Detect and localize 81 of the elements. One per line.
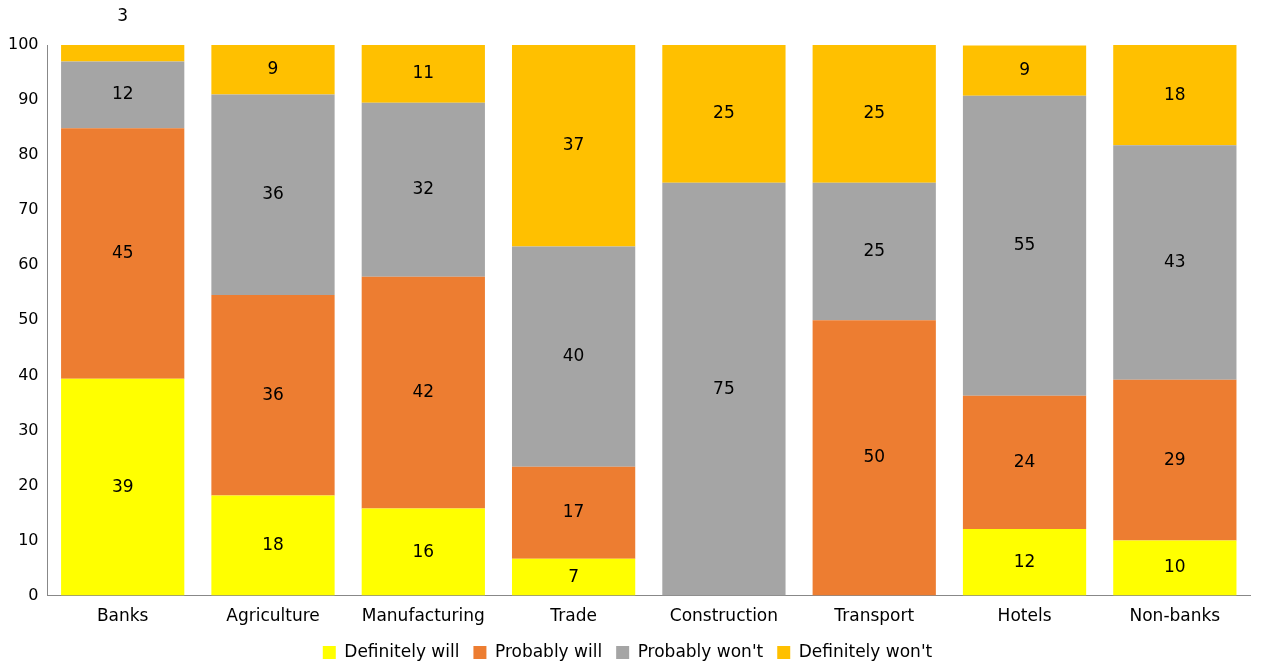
bar: [962, 95, 1087, 396]
bar: [1113, 379, 1237, 541]
bar: [662, 45, 786, 183]
x-tick-label: Trade: [549, 605, 597, 626]
data-label: 45: [111, 241, 134, 262]
bar: [361, 102, 485, 277]
data-label: 25: [863, 239, 886, 260]
y-tick-label: 100: [7, 34, 39, 54]
data-label: 18: [1164, 83, 1186, 104]
data-label: 37: [562, 134, 585, 155]
bar: [211, 94, 335, 295]
bar: [511, 466, 636, 559]
bar: [211, 45, 335, 95]
x-tick-label: Hotels: [997, 605, 1052, 626]
y-tick-label: 90: [18, 89, 39, 109]
bar: [511, 246, 636, 467]
x-tick-label: Non-banks: [1129, 605, 1221, 626]
x-tick-label: Agriculture: [226, 605, 320, 626]
data-label: 12: [1013, 550, 1036, 571]
bar: [662, 182, 786, 596]
y-tick-label: 0: [28, 584, 39, 604]
bar: [962, 395, 1087, 529]
x-tick-label: Transport: [833, 605, 915, 626]
x-tick-label: Manufacturing: [361, 605, 485, 626]
bar: [962, 528, 1087, 596]
data-label: 3: [117, 5, 129, 26]
legend-label: Definitely will: [344, 640, 460, 661]
data-label: 7: [568, 565, 580, 586]
bar: [1113, 45, 1237, 146]
bar: [61, 61, 185, 129]
data-label: 42: [412, 381, 435, 402]
data-label: 29: [1164, 448, 1186, 469]
data-label: 11: [412, 62, 435, 83]
legend-label: Probably won't: [637, 640, 764, 661]
data-label: 75: [713, 377, 735, 398]
y-tick-label: 70: [18, 199, 39, 219]
y-tick-label: 10: [18, 529, 39, 549]
y-tick-label: 20: [18, 474, 39, 494]
data-label: 43: [1164, 250, 1186, 271]
data-label: 9: [267, 58, 279, 79]
bar: [211, 495, 335, 596]
data-label: 16: [412, 540, 435, 561]
bar: [962, 45, 1087, 96]
legend-label: Probably will: [494, 640, 603, 661]
bar: [511, 558, 636, 596]
data-label: 40: [562, 345, 585, 366]
data-label: 50: [863, 446, 886, 467]
x-tick-label: Construction: [669, 605, 779, 626]
bar: [812, 320, 936, 596]
bar: [1113, 540, 1237, 596]
bar: [361, 276, 485, 509]
data-label: 32: [412, 178, 435, 199]
y-tick-label: 40: [18, 364, 39, 384]
bar: [61, 128, 185, 379]
data-label: 25: [713, 102, 735, 123]
bar: [61, 45, 185, 62]
data-label: 18: [262, 533, 284, 554]
y-tick-label: 80: [18, 144, 39, 164]
data-label: 55: [1013, 234, 1036, 255]
data-label: 36: [262, 383, 284, 404]
bar: [361, 508, 485, 596]
data-label: 9: [1019, 59, 1030, 80]
bar: [61, 378, 185, 596]
data-label: 36: [262, 183, 284, 204]
y-tick-label: 50: [18, 309, 39, 329]
legend-label: Definitely won't: [798, 640, 933, 661]
bar: [511, 45, 636, 247]
bar: [211, 294, 335, 496]
bar: [812, 45, 936, 183]
data-label: 17: [562, 501, 585, 522]
bar: [361, 45, 485, 103]
y-tick-label: 30: [18, 419, 39, 439]
data-label: 10: [1164, 556, 1186, 577]
data-label: 12: [111, 83, 134, 104]
y-tick-label: 60: [18, 254, 39, 274]
x-tick-label: Banks: [96, 605, 149, 626]
bar: [812, 182, 936, 321]
data-label: 39: [111, 475, 134, 496]
data-label: 25: [863, 102, 886, 123]
bar: [1113, 145, 1237, 380]
data-label: 24: [1013, 450, 1036, 471]
